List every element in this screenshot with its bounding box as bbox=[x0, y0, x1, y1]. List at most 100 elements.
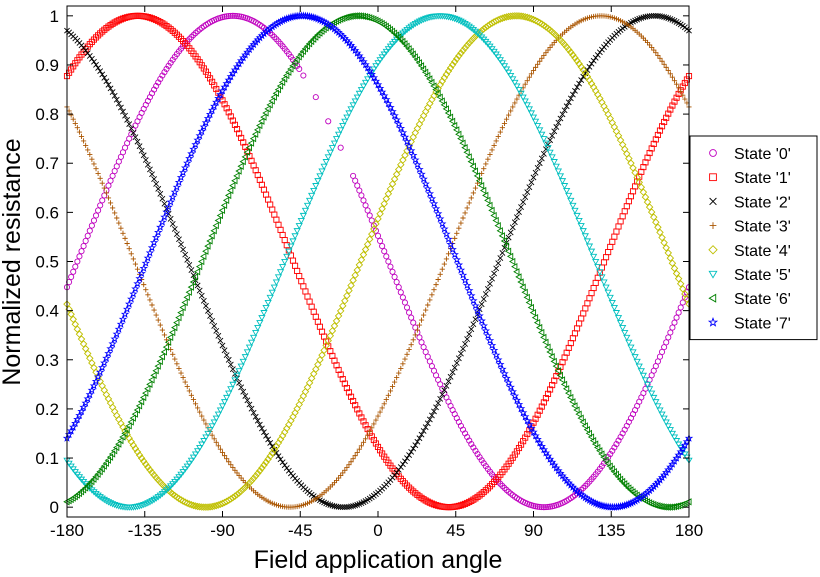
data-point bbox=[373, 80, 383, 89]
data-point bbox=[171, 226, 178, 232]
data-point bbox=[643, 198, 652, 206]
data-point bbox=[418, 431, 425, 438]
data-point bbox=[513, 12, 521, 20]
y-tick-label: 0.3 bbox=[35, 351, 59, 370]
data-point bbox=[542, 338, 549, 346]
data-point bbox=[243, 481, 252, 489]
data-point bbox=[283, 253, 291, 261]
data-point bbox=[407, 47, 414, 56]
data-point bbox=[540, 333, 547, 342]
data-point bbox=[390, 111, 399, 120]
data-point bbox=[409, 133, 418, 141]
data-point bbox=[268, 289, 276, 297]
data-point bbox=[426, 499, 433, 506]
data-point bbox=[583, 238, 592, 245]
data-point bbox=[372, 227, 379, 234]
data-point bbox=[468, 326, 475, 333]
data-point bbox=[228, 68, 238, 77]
data-point bbox=[663, 14, 670, 21]
legend-item: State '5' bbox=[708, 267, 791, 284]
data-point bbox=[550, 159, 558, 166]
data-point bbox=[143, 253, 153, 262]
data-point bbox=[556, 173, 565, 180]
legend-marker bbox=[708, 293, 717, 303]
data-point bbox=[627, 193, 634, 200]
data-point bbox=[176, 173, 186, 182]
data-point bbox=[127, 418, 134, 426]
data-point bbox=[674, 502, 682, 510]
data-point bbox=[295, 223, 303, 230]
data-point bbox=[93, 61, 99, 68]
legend-label: State '7' bbox=[734, 315, 791, 332]
data-point bbox=[666, 427, 674, 434]
data-point bbox=[521, 288, 528, 296]
data-point bbox=[411, 53, 418, 61]
data-point bbox=[403, 482, 411, 489]
data-point bbox=[193, 268, 201, 276]
data-point bbox=[206, 503, 214, 511]
data-point bbox=[413, 124, 422, 133]
data-point bbox=[115, 503, 123, 510]
data-point bbox=[664, 249, 673, 257]
data-point bbox=[123, 426, 130, 434]
data-point bbox=[413, 160, 422, 169]
data-point bbox=[678, 444, 687, 453]
data-point bbox=[264, 455, 272, 463]
y-tick-label: 0.2 bbox=[35, 400, 59, 419]
data-point bbox=[616, 475, 624, 483]
data-point bbox=[592, 54, 599, 61]
data-point bbox=[268, 97, 275, 105]
data-point bbox=[384, 190, 393, 198]
data-point bbox=[506, 382, 515, 391]
data-point bbox=[179, 303, 186, 312]
data-point bbox=[69, 315, 77, 324]
data-point bbox=[100, 358, 109, 367]
data-point bbox=[231, 177, 238, 185]
data-point bbox=[344, 464, 350, 471]
data-point bbox=[438, 97, 445, 105]
data-point bbox=[544, 390, 552, 397]
data-point bbox=[268, 449, 277, 457]
data-point bbox=[191, 451, 200, 458]
data-point bbox=[462, 340, 468, 347]
series-1 bbox=[63, 12, 693, 511]
data-point bbox=[78, 248, 85, 255]
data-point bbox=[329, 352, 336, 359]
data-point bbox=[125, 422, 132, 430]
data-point bbox=[395, 466, 402, 473]
data-point bbox=[511, 263, 518, 271]
data-point bbox=[233, 490, 241, 499]
data-point bbox=[525, 298, 532, 307]
data-point bbox=[158, 217, 167, 226]
data-point bbox=[379, 405, 385, 411]
data-point bbox=[254, 417, 261, 424]
data-point bbox=[590, 284, 597, 292]
data-point bbox=[461, 144, 468, 152]
data-point bbox=[497, 129, 503, 135]
data-point bbox=[532, 415, 539, 422]
data-point bbox=[602, 284, 610, 291]
data-point bbox=[173, 476, 181, 483]
data-point bbox=[369, 425, 375, 431]
data-point bbox=[95, 207, 102, 214]
data-point bbox=[399, 294, 406, 301]
data-point bbox=[179, 497, 187, 505]
data-point bbox=[210, 101, 219, 110]
data-series-layer bbox=[62, 11, 694, 511]
data-point bbox=[491, 350, 501, 359]
data-point bbox=[105, 81, 112, 88]
data-point bbox=[337, 144, 344, 151]
data-point bbox=[245, 479, 254, 487]
data-point bbox=[418, 317, 425, 323]
series-0 bbox=[63, 12, 693, 511]
data-point bbox=[502, 373, 511, 382]
data-point bbox=[320, 163, 328, 171]
data-point bbox=[384, 99, 393, 108]
data-point bbox=[97, 30, 104, 37]
data-point bbox=[152, 367, 159, 375]
data-point bbox=[465, 39, 473, 47]
data-point bbox=[161, 332, 168, 338]
data-point bbox=[222, 196, 230, 205]
data-point bbox=[208, 232, 215, 240]
